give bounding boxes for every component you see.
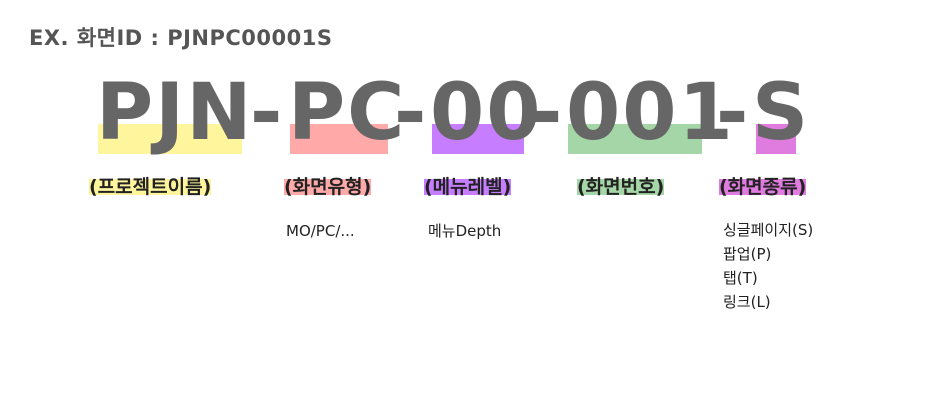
screen-type-code-highlight [290, 124, 388, 154]
screen-kind-link: 링크(L) [723, 293, 771, 311]
project-code: PJN [96, 68, 254, 158]
menu-level-description-line: 메뉴Depth [428, 222, 502, 240]
screen-number-label-highlight [577, 179, 665, 195]
page-heading: EX. 화면ID : PJNPC00001S [29, 26, 333, 50]
menu-level-label-text: (메뉴레벨) [424, 176, 512, 198]
screen-number-label: (화면번호) [577, 174, 665, 200]
separator-4: - [716, 68, 749, 158]
screen-kind-description: 싱글페이지(S) 팝업(P) 탭(T) 링크(L) [723, 218, 813, 314]
screen-number-code-highlight [568, 124, 702, 154]
project-label-highlight [89, 179, 212, 195]
screen-number-code: 001 [566, 68, 735, 158]
project-label-text: (프로젝트이름) [89, 176, 212, 198]
screen-type-code: PC [288, 68, 407, 158]
separator-3: - [530, 68, 563, 158]
screen-type-label-text: (화면유형) [284, 176, 372, 198]
menu-level-label-highlight [424, 179, 512, 195]
screen-type-description-line: MO/PC/... [286, 222, 355, 240]
screen-type-description: MO/PC/... [286, 219, 355, 243]
menu-level-code-highlight [432, 124, 524, 154]
project-code-highlight [98, 124, 242, 154]
screen-type-label: (화면유형) [284, 174, 372, 200]
screen-kind-label-text: (화면종류) [719, 176, 807, 198]
screen-kind-single-page: 싱글페이지(S) [723, 221, 814, 239]
menu-level-label: (메뉴레벨) [424, 174, 512, 200]
separator-2: - [394, 68, 427, 158]
screen-number-label-text: (화면번호) [577, 176, 665, 198]
separator-1: - [250, 68, 283, 158]
screen-kind-label-highlight [719, 179, 807, 195]
screen-id-diagram: PJN - PC - 00 - 001 - S [0, 0, 929, 170]
menu-level-description: 메뉴Depth [428, 219, 501, 243]
menu-level-code: 00 [430, 68, 543, 158]
screen-kind-label: (화면종류) [719, 174, 807, 200]
screen-kind-popup: 팝업(P) [723, 245, 772, 263]
screen-type-label-highlight [284, 179, 372, 195]
screen-kind-tab: 탭(T) [723, 269, 758, 287]
screen-kind-code-highlight [756, 124, 796, 154]
screen-kind-code: S [752, 68, 811, 158]
project-label: (프로젝트이름) [89, 174, 212, 200]
